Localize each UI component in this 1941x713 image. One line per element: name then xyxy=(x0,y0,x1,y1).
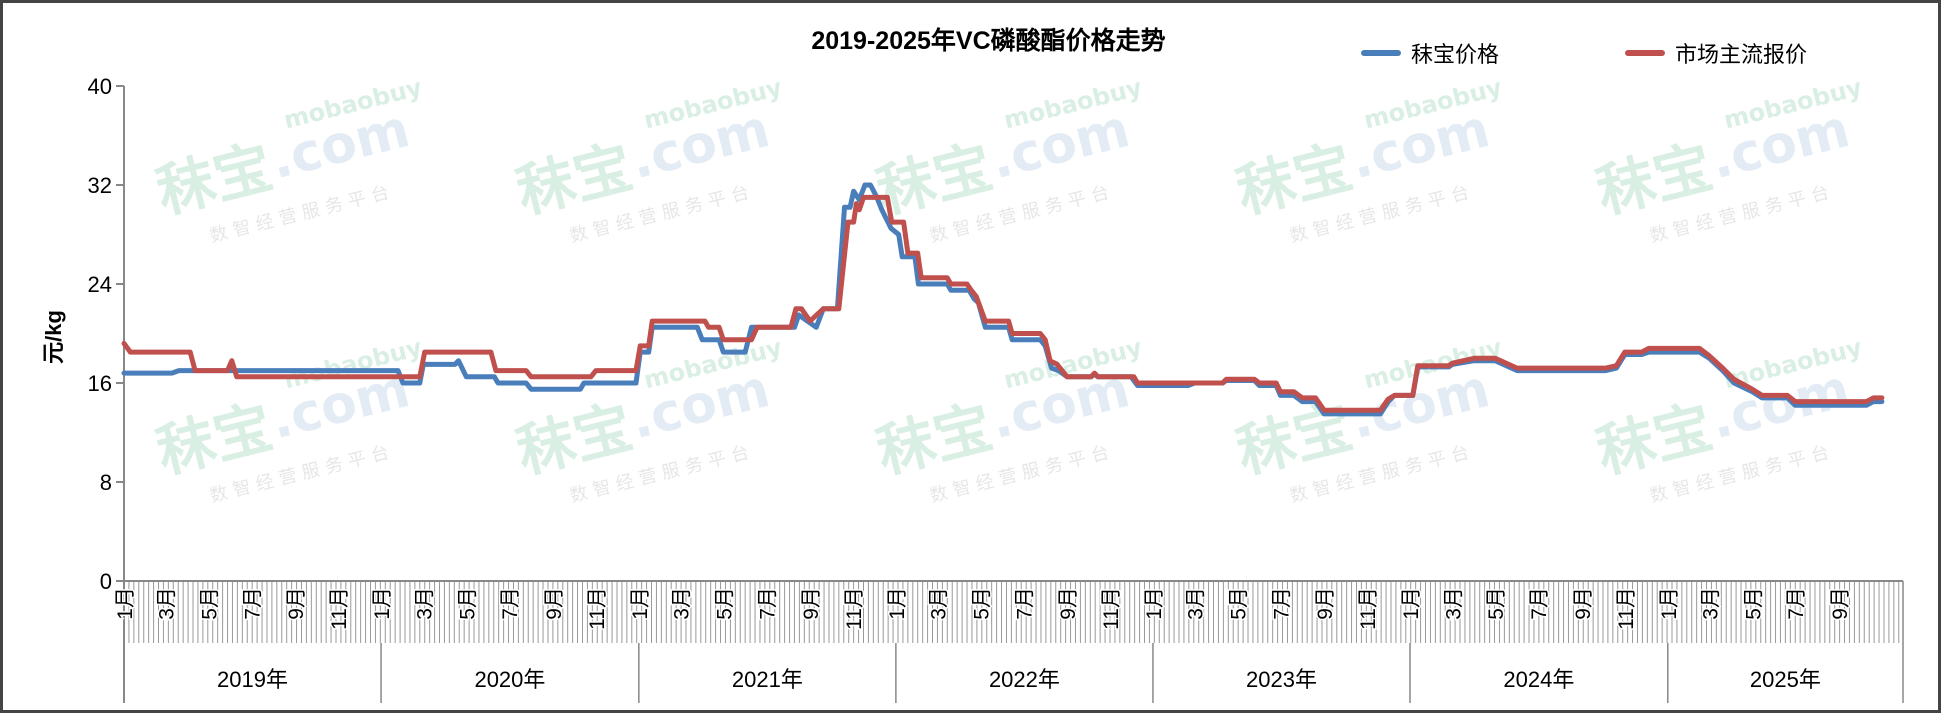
month-label: 3月 xyxy=(1699,587,1722,620)
watermark-brand: 秣宝 xyxy=(1230,133,1359,227)
watermark-brand: 秣宝 xyxy=(150,133,279,227)
month-label: 9月 xyxy=(1314,587,1337,620)
month-label: 11月 xyxy=(328,587,351,630)
month-label: 3月 xyxy=(670,587,693,620)
month-label: 5月 xyxy=(199,587,222,620)
legend-swatch-red xyxy=(1625,50,1665,56)
month-label: 3月 xyxy=(927,587,950,620)
watermark-brand: 秣宝 xyxy=(510,393,639,487)
month-label: 5月 xyxy=(1227,587,1250,620)
month-label: 11月 xyxy=(1357,587,1380,630)
year-label: 2019年 xyxy=(217,667,288,692)
month-label: 1月 xyxy=(371,587,394,620)
y-tick-label: 8 xyxy=(100,470,112,495)
month-label: 7月 xyxy=(1785,587,1808,620)
month-label: 11月 xyxy=(586,587,609,630)
month-label: 5月 xyxy=(1485,587,1508,620)
y-tick-label: 0 xyxy=(100,569,112,594)
legend-label: 市场主流报价 xyxy=(1675,42,1808,67)
month-label: 7月 xyxy=(499,587,522,620)
series-line-market xyxy=(121,194,1885,413)
month-label: 7月 xyxy=(1270,587,1293,620)
y-tick-label: 16 xyxy=(88,371,112,396)
month-label: 7月 xyxy=(756,587,779,620)
watermark-brand: 秣宝 xyxy=(1590,393,1719,487)
year-label: 2023年 xyxy=(1246,667,1317,692)
month-label: 3月 xyxy=(156,587,179,620)
month-label: 11月 xyxy=(1615,587,1638,630)
legend-item-mobao: 秣宝价格 xyxy=(1361,37,1499,69)
month-label: 7月 xyxy=(1013,587,1036,620)
month-label: 9月 xyxy=(1829,587,1852,620)
y-tick-label: 24 xyxy=(88,272,112,297)
month-label: 1月 xyxy=(1143,587,1166,620)
month-label: 1月 xyxy=(1400,587,1423,620)
y-axis-label: 元/kg xyxy=(40,310,66,364)
watermark-brand: 秣宝 xyxy=(1230,393,1359,487)
month-label: 5月 xyxy=(970,587,993,620)
month-label: 1月 xyxy=(114,587,137,620)
month-label: 3月 xyxy=(413,587,436,620)
watermark-brand: 秣宝 xyxy=(510,133,639,227)
month-label: 11月 xyxy=(843,587,866,630)
watermark-brand: 秣宝 xyxy=(150,393,279,487)
y-tick-label: 32 xyxy=(88,173,112,198)
chart-title: 2019-2025年VC磷酸酯价格走势 xyxy=(811,27,1166,55)
year-label: 2021年 xyxy=(732,667,803,692)
month-label: 7月 xyxy=(1528,587,1551,620)
month-label: 9月 xyxy=(543,587,566,620)
watermark-brand: 秣宝 xyxy=(1590,133,1719,227)
legend-swatch-blue xyxy=(1361,50,1401,56)
year-label: 2025年 xyxy=(1750,667,1821,692)
month-label: 9月 xyxy=(1057,587,1080,620)
month-label: 3月 xyxy=(1442,587,1465,620)
y-tick-label: 40 xyxy=(88,74,112,99)
month-label: 7月 xyxy=(241,587,264,620)
month-label: 9月 xyxy=(285,587,308,620)
month-label: 1月 xyxy=(629,587,652,620)
year-label: 2024年 xyxy=(1503,667,1574,692)
legend-item-market: 市场主流报价 xyxy=(1625,37,1807,69)
month-label: 5月 xyxy=(456,587,479,620)
legend-label: 秣宝价格 xyxy=(1411,42,1500,67)
chart-svg: 秣宝.commobaobuy数 智 经 营 服 务 平 台秣宝.commobao… xyxy=(88,73,1904,703)
month-label: 1月 xyxy=(1658,587,1681,620)
month-label: 9月 xyxy=(800,587,823,620)
month-label: 11月 xyxy=(1100,587,1123,630)
month-label: 3月 xyxy=(1184,587,1207,620)
month-label: 1月 xyxy=(886,587,909,620)
month-label: 9月 xyxy=(1572,587,1595,620)
month-label: 5月 xyxy=(713,587,736,620)
month-label: 5月 xyxy=(1742,587,1765,620)
year-label: 2022年 xyxy=(989,667,1060,692)
watermark-brand: 秣宝 xyxy=(870,393,999,487)
year-label: 2020年 xyxy=(474,667,545,692)
